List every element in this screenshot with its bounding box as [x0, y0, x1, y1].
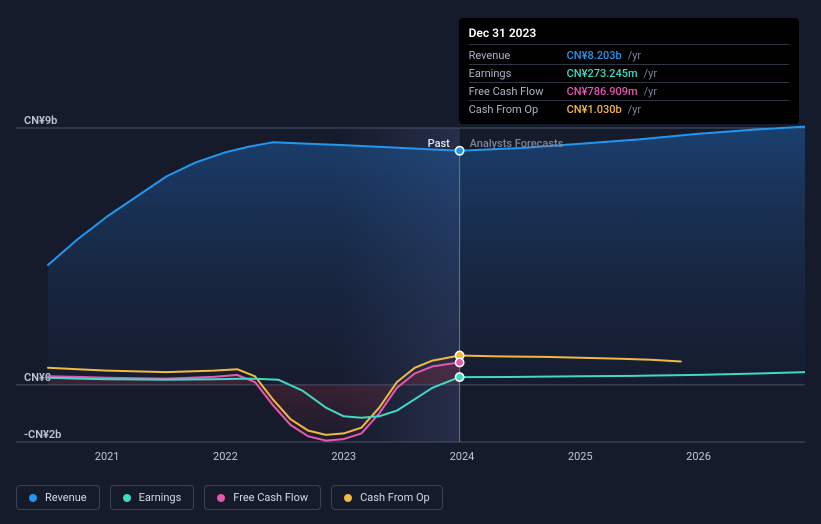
- legend-item-earnings[interactable]: Earnings: [110, 485, 195, 510]
- past-label: Past: [428, 137, 450, 150]
- chart-legend: Revenue Earnings Free Cash Flow Cash From O…: [16, 485, 443, 510]
- tooltip-row: Revenue CN¥8.203b/yr: [469, 47, 789, 65]
- legend-dot-icon: [29, 494, 37, 502]
- tooltip-row-label: Free Cash Flow: [469, 85, 561, 98]
- tooltip-row-unit: /yr: [644, 67, 657, 80]
- tooltip-row-value: CN¥8.203b: [567, 49, 622, 62]
- tooltip-row-value: CN¥273.245m: [567, 67, 638, 80]
- forecast-label: Analysts Forecasts: [470, 137, 564, 150]
- tooltip-row-label: Cash From Op: [469, 103, 561, 116]
- area-revenue: [48, 127, 805, 385]
- tooltip-row-value: CN¥786.909m: [567, 85, 638, 98]
- legend-item-label: Cash From Op: [360, 491, 430, 504]
- tooltip-row-unit: /yr: [628, 103, 641, 116]
- y-tick-label: -CN¥2b: [24, 428, 61, 441]
- x-tick-label: 2026: [686, 450, 711, 463]
- y-tick-label: CN¥0: [24, 371, 51, 384]
- x-tick-label: 2022: [213, 450, 238, 463]
- x-tick-label: 2023: [331, 450, 356, 463]
- legend-dot-icon: [123, 494, 131, 502]
- legend-item-label: Free Cash Flow: [233, 491, 308, 504]
- x-tick-label: 2021: [95, 450, 120, 463]
- tooltip-row-value: CN¥1.030b: [567, 103, 622, 116]
- chart-tooltip: Dec 31 2023 Revenue CN¥8.203b/yr Earnings C…: [459, 18, 799, 124]
- tooltip-row-label: Earnings: [469, 67, 561, 80]
- marker-free_cash_flow: [455, 358, 463, 366]
- x-tick-label: 2025: [568, 450, 593, 463]
- tooltip-row: Earnings CN¥273.245m/yr: [469, 65, 789, 83]
- legend-dot-icon: [217, 494, 225, 502]
- tooltip-row: Free Cash Flow CN¥786.909m/yr: [469, 83, 789, 101]
- legend-item-label: Earnings: [139, 491, 182, 504]
- marker-earnings: [455, 373, 463, 381]
- marker-revenue: [455, 147, 463, 155]
- legend-dot-icon: [344, 494, 352, 502]
- y-tick-label: CN¥9b: [24, 114, 57, 127]
- tooltip-row: Cash From Op CN¥1.030b/yr: [469, 101, 789, 118]
- x-tick-label: 2024: [450, 450, 475, 463]
- tooltip-date: Dec 31 2023: [469, 26, 789, 45]
- legend-item-cash_from_op[interactable]: Cash From Op: [331, 485, 443, 510]
- tooltip-row-label: Revenue: [469, 49, 561, 62]
- tooltip-row-unit: /yr: [644, 85, 657, 98]
- legend-item-free_cash_flow[interactable]: Free Cash Flow: [204, 485, 321, 510]
- legend-item-revenue[interactable]: Revenue: [16, 485, 100, 510]
- tooltip-row-unit: /yr: [628, 49, 641, 62]
- legend-item-label: Revenue: [45, 491, 87, 504]
